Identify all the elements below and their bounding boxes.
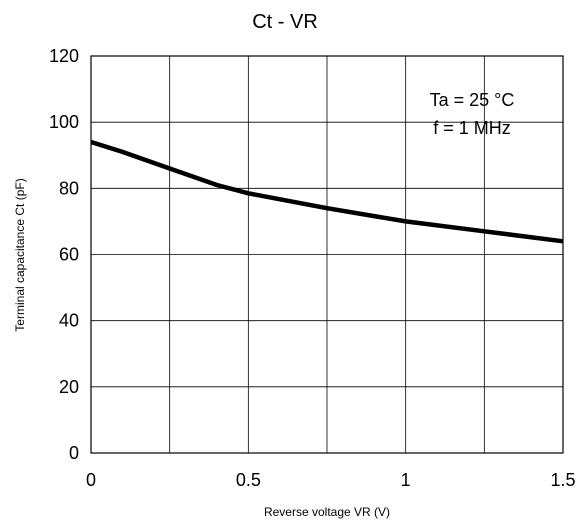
series-layer: [90, 139, 564, 244]
series-line-0: [90, 139, 564, 244]
y-tick-label: 120: [49, 46, 79, 66]
x-tick-label: 0.5: [236, 470, 261, 490]
chart-title: Ct - VR: [252, 11, 318, 33]
x-axis-label: Reverse voltage VR (V): [264, 505, 390, 519]
y-tick-label: 0: [69, 443, 79, 463]
y-axis-label: Terminal capacitance Ct (pF): [13, 178, 27, 331]
annotation-temperature: Ta = 25 °C: [430, 90, 515, 110]
y-tick-labels: 0 20 40 60 80 100 120: [49, 46, 79, 463]
plot-frame: [90, 55, 564, 454]
annotation-frequency: f = 1 MHz: [433, 118, 511, 138]
y-tick-label: 80: [59, 178, 79, 198]
x-tick-labels: 0 0.5 1 1.5: [86, 470, 576, 490]
x-tick-label: 1.5: [550, 470, 575, 490]
y-tick-label: 40: [59, 311, 79, 331]
x-tick-label: 1: [401, 470, 411, 490]
x-tick-label: 0: [86, 470, 96, 490]
y-tick-label: 60: [59, 245, 79, 265]
grid-layer: [91, 56, 563, 453]
y-tick-label: 20: [59, 377, 79, 397]
y-tick-label: 100: [49, 112, 79, 132]
